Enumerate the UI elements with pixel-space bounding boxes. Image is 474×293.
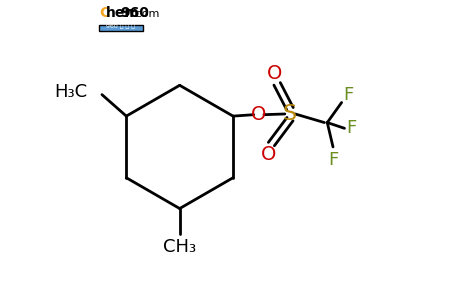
Text: C: C — [99, 6, 109, 20]
Text: S: S — [283, 104, 297, 124]
Text: O: O — [266, 64, 282, 83]
Text: F: F — [346, 119, 357, 137]
Text: CH₃: CH₃ — [163, 238, 196, 256]
Text: F: F — [344, 86, 354, 104]
Text: F: F — [328, 151, 338, 169]
Text: O: O — [261, 144, 276, 163]
Text: hem: hem — [106, 6, 139, 20]
Text: H₃C: H₃C — [55, 83, 88, 101]
Text: O: O — [251, 105, 266, 124]
Text: 960 化 工 网: 960 化 工 网 — [107, 23, 136, 29]
Text: 960: 960 — [120, 6, 149, 20]
Text: .com: .com — [132, 8, 160, 18]
FancyBboxPatch shape — [99, 25, 143, 31]
